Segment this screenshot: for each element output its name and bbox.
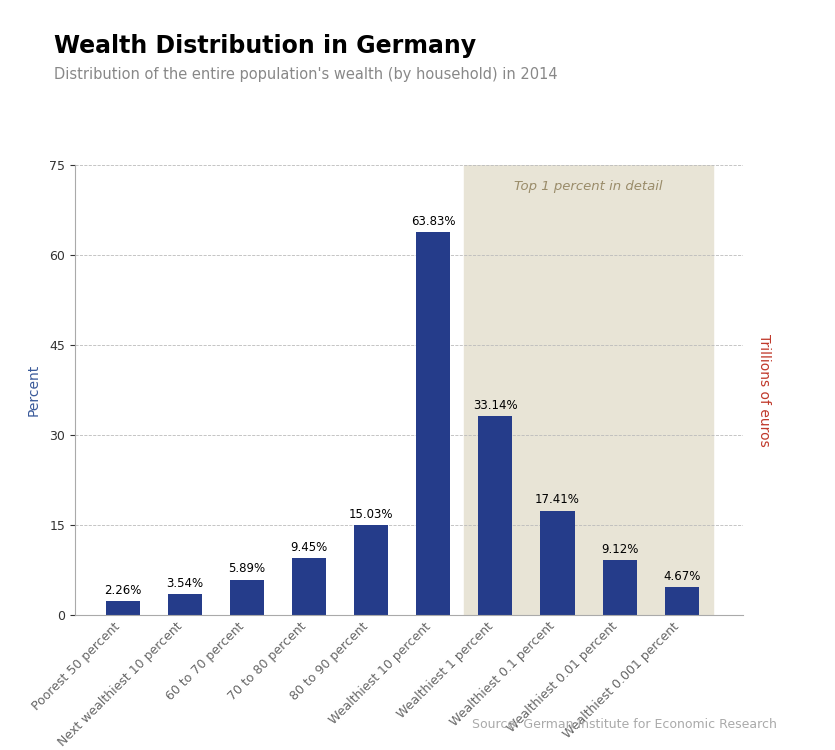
Text: 5.89%: 5.89%	[228, 562, 266, 575]
Bar	[292, 558, 326, 615]
Text: Top 1 percent in detail: Top 1 percent in detail	[514, 180, 663, 193]
Bar	[464, 165, 713, 615]
Text: 3.54%: 3.54%	[166, 577, 203, 590]
Text: 63.83%: 63.83%	[411, 214, 455, 228]
Bar	[230, 580, 264, 615]
Bar	[105, 602, 139, 615]
Text: 9.45%: 9.45%	[291, 541, 327, 554]
Bar	[168, 594, 202, 615]
Y-axis label: Percent: Percent	[27, 364, 41, 416]
Bar	[665, 587, 699, 615]
Text: Trillions of euros: Trillions of euros	[757, 334, 771, 446]
Text: Source: German Institute for Economic Research: Source: German Institute for Economic Re…	[472, 718, 777, 731]
Bar	[540, 511, 574, 615]
Text: 4.67%: 4.67%	[663, 570, 701, 583]
Bar	[416, 232, 450, 615]
Text: 15.03%: 15.03%	[349, 508, 393, 520]
Text: Distribution of the entire population's wealth (by household) in 2014: Distribution of the entire population's …	[54, 68, 558, 82]
Text: 17.41%: 17.41%	[535, 494, 580, 506]
Text: Wealth Distribution in Germany: Wealth Distribution in Germany	[54, 34, 477, 58]
Text: 33.14%: 33.14%	[473, 399, 518, 412]
Text: 2.26%: 2.26%	[104, 584, 141, 597]
Text: 9.12%: 9.12%	[601, 543, 638, 556]
Bar	[603, 560, 636, 615]
Bar	[478, 416, 513, 615]
Bar	[354, 525, 388, 615]
